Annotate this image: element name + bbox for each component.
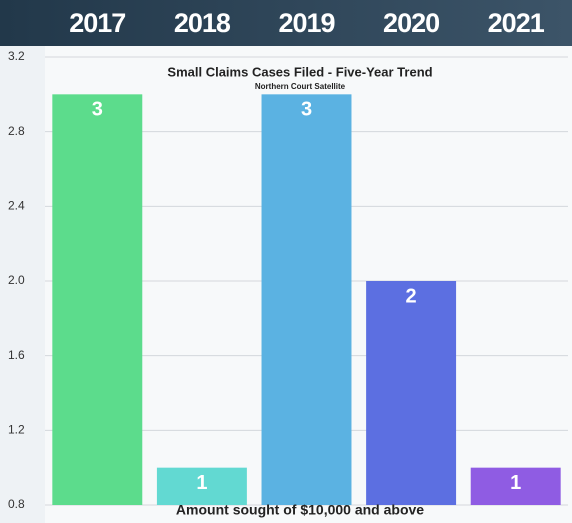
bar: [366, 281, 457, 505]
y-tick-label: 3.2: [8, 49, 25, 63]
y-tick-label: 2.0: [8, 273, 25, 287]
chart-title: Small Claims Cases Filed - Five-Year Tre…: [167, 64, 432, 79]
y-tick-label: 2.8: [8, 124, 25, 138]
data-label: 1: [510, 472, 521, 494]
data-label: 2: [406, 285, 417, 307]
bar: [261, 94, 352, 505]
bar: [156, 467, 247, 505]
y-tick-label: 1.6: [8, 348, 25, 362]
y-tick-label: 2.4: [8, 199, 25, 213]
x-tick-label: 2020: [383, 8, 439, 38]
chart-subtitle: Northern Court Satellite: [255, 82, 346, 91]
data-label: 1: [196, 472, 207, 494]
x-tick-label: 2017: [69, 8, 125, 38]
data-label: 3: [92, 99, 103, 121]
x-tick-label: 2021: [488, 8, 545, 38]
x-tick-label: 2019: [278, 8, 335, 38]
data-label: 3: [301, 99, 312, 121]
header-band: [0, 0, 572, 46]
y-tick-label: 1.2: [8, 423, 25, 437]
x-tick-label: 2018: [174, 8, 231, 38]
x-axis-label: Amount sought of $10,000 and above: [176, 502, 424, 518]
y-tick-label: 0.8: [8, 497, 25, 511]
bar: [470, 467, 561, 505]
bar: [52, 94, 143, 505]
